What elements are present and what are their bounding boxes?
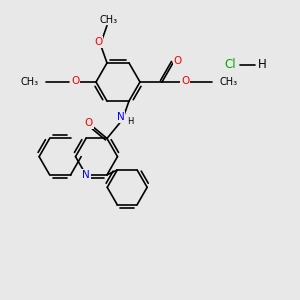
Text: O: O: [85, 118, 93, 128]
Text: O: O: [94, 37, 103, 47]
Text: CH₃: CH₃: [20, 77, 38, 87]
Text: O: O: [71, 76, 79, 86]
Text: CH₃: CH₃: [100, 14, 118, 25]
Text: O: O: [174, 56, 182, 66]
Text: CH₃: CH₃: [220, 77, 238, 87]
Text: H: H: [258, 58, 266, 71]
Text: N: N: [82, 170, 90, 180]
Text: O: O: [181, 76, 189, 86]
Text: N: N: [116, 112, 124, 122]
Text: Cl: Cl: [224, 58, 236, 71]
Text: H: H: [127, 117, 134, 126]
